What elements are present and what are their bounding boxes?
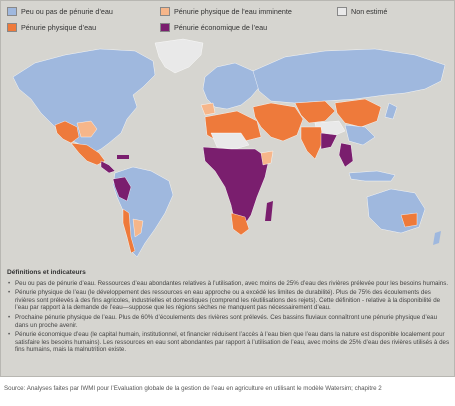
argentina-approaching [132,218,144,238]
swatch-orange-icon [7,23,17,32]
southern-africa-physical [230,212,250,236]
andes-economic [112,176,132,202]
indonesia [348,170,396,182]
japan [384,102,398,120]
horn-of-africa-approaching [260,150,274,166]
chile-physical [122,208,136,254]
legend-label: Pénurie physique d’eau [21,23,97,32]
definitions: Définitions et indicateurs Peu ou pas de… [7,269,450,356]
legend-item-little-or-no-scarcity: Peu ou pas de pénurie d’eau [7,7,113,16]
europe [202,62,262,110]
western-us-physical [54,120,80,144]
legend-item-economic-scarcity: Pénurie économique de l’eau [160,23,267,32]
source-note: Source: Analyses faites par IWMI pour l’… [4,385,382,392]
central-asia-physical [294,100,336,124]
new-zealand [433,231,441,245]
greenland [154,38,204,74]
north-america [12,48,156,154]
caribbean [117,155,129,159]
madagascar [265,201,273,221]
south-china [344,124,376,146]
india-physical [300,126,324,160]
legend-item-approaching-scarcity: Pénurie physique de l’eau imminente [160,7,292,16]
legend-label: Peu ou pas de pénurie d’eau [21,7,113,16]
southeast-asia-economic [338,142,354,168]
sahara-not-estimated [210,132,250,150]
us-plains-approaching [76,120,98,138]
definition-item: Peu ou pas de pénurie d’eau. Ressources … [7,280,450,288]
iberia-approaching [200,102,216,116]
definitions-title: Définitions et indicateurs [7,269,86,276]
map-panel: Peu ou pas de pénurie d’eau Pénurie phys… [0,0,455,377]
india-economic [320,132,338,150]
australia-physical [400,212,418,228]
central-america [100,160,116,174]
swatch-light-orange-icon [160,7,170,16]
legend-label: Pénurie économique de l’eau [174,23,268,32]
middle-east-physical [252,102,304,142]
swatch-gray-icon [337,7,347,16]
definition-item: Pénurie physique de l’eau (le développem… [7,289,450,312]
sub-saharan-africa-economic [202,146,270,228]
legend-item-not-estimated: Non estimé [337,7,387,16]
swatch-purple-icon [160,23,170,32]
legend-label: Non estimé [351,7,388,16]
legend-label: Pénurie physique de l’eau imminente [174,7,292,16]
north-asia [252,48,446,104]
definition-item: Prochaine pénurie physique de l’eau. Plu… [7,314,450,329]
definition-item: Pénurie économique d’eau (le capital hum… [7,331,450,354]
legend: Peu ou pas de pénurie d’eau Pénurie phys… [7,5,447,37]
legend-item-physical-scarcity: Pénurie physique d’eau [7,23,96,32]
swatch-blue-icon [7,7,17,16]
world-map [5,37,451,265]
north-china-physical [334,98,382,128]
